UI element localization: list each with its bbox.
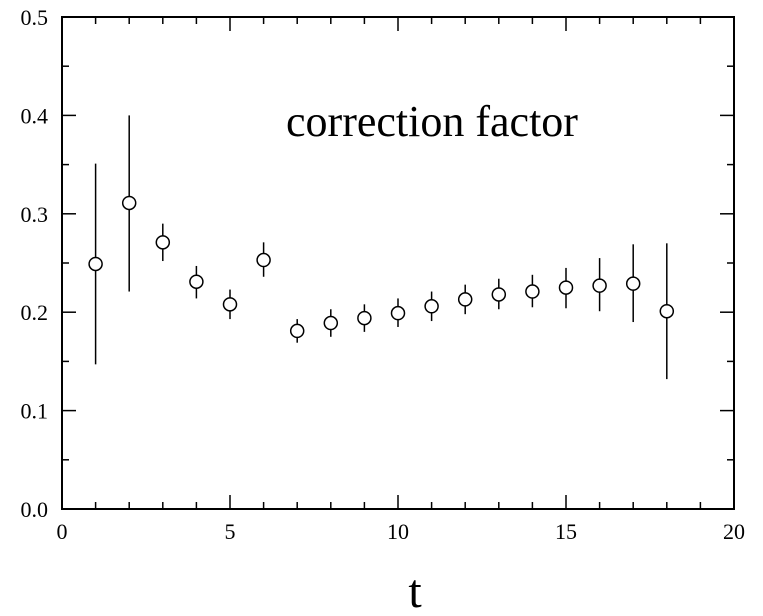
data-point — [625, 244, 641, 323]
point-marker — [189, 274, 204, 289]
x-tick-label: 15 — [555, 519, 577, 544]
data-point — [357, 304, 372, 332]
data-point — [525, 274, 540, 308]
data-point — [558, 267, 574, 309]
y-tick-label: 0.4 — [21, 103, 49, 128]
y-tick-label: 0.1 — [21, 399, 49, 424]
point-marker — [457, 292, 473, 307]
point-marker — [155, 235, 171, 250]
x-tick-label: 10 — [387, 519, 409, 544]
point-marker — [289, 323, 305, 339]
data-point — [592, 258, 607, 312]
data-point — [390, 298, 406, 327]
data-point — [457, 284, 473, 315]
point-marker — [88, 256, 103, 272]
data-point — [491, 278, 507, 310]
point-marker — [424, 299, 439, 314]
point-marker — [256, 252, 271, 268]
y-tick-label: 0.2 — [21, 300, 49, 325]
data-point — [155, 223, 171, 262]
point-marker — [357, 310, 372, 326]
data-point — [256, 242, 271, 277]
data-point — [222, 289, 238, 320]
x-axis-title: t — [408, 565, 422, 616]
data-point — [289, 319, 305, 343]
x-tick-label: 5 — [225, 519, 236, 544]
point-marker — [323, 315, 339, 331]
y-tick-label: 0.3 — [21, 202, 49, 227]
annotation-label: correction factor — [286, 97, 578, 146]
data-point — [88, 163, 103, 365]
point-marker — [525, 284, 540, 299]
data-point — [323, 309, 339, 337]
data-point — [424, 291, 439, 322]
data-points — [88, 115, 675, 380]
data-point — [121, 115, 137, 292]
point-marker — [625, 276, 641, 291]
point-marker — [222, 297, 238, 312]
point-marker — [121, 195, 137, 211]
y-tick-label: 0.5 — [21, 5, 49, 30]
point-marker — [659, 303, 675, 319]
point-marker — [491, 287, 507, 302]
point-marker — [558, 280, 574, 295]
y-tick-label: 0.0 — [21, 497, 49, 522]
data-point — [659, 243, 675, 380]
x-tick-label: 20 — [723, 519, 745, 544]
x-tick-label: 0 — [57, 519, 68, 544]
axis-ticks — [61, 16, 735, 510]
point-marker — [390, 305, 406, 321]
tick-labels: 0 5 10 15 20 0.0 0.1 0.2 0.3 0.4 0.5 — [21, 5, 746, 544]
data-point — [189, 265, 204, 299]
point-marker — [592, 278, 607, 293]
